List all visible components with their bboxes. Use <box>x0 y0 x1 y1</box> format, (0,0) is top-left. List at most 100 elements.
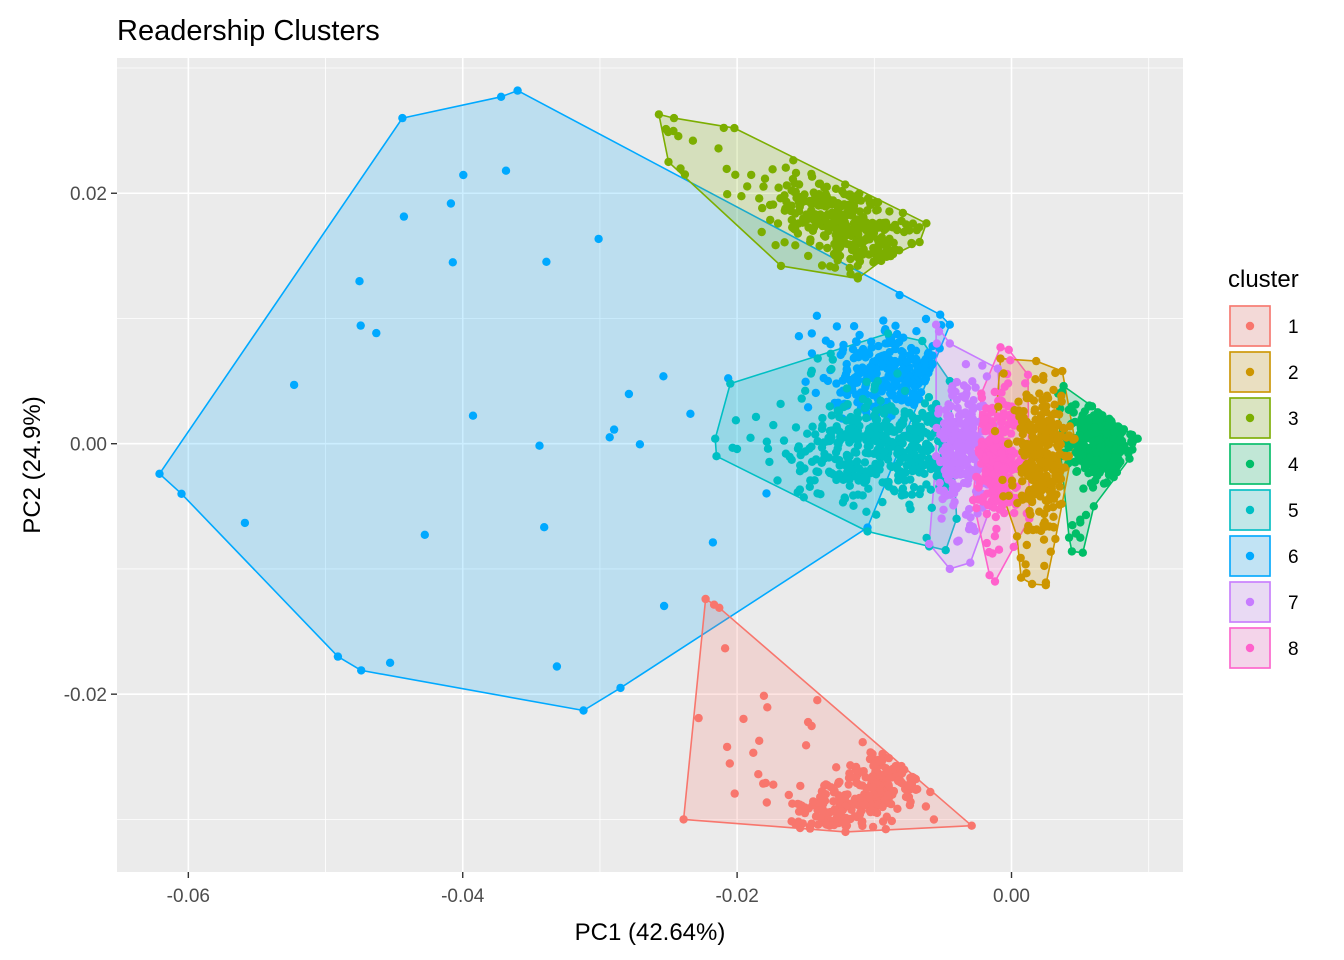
data-point <box>850 447 859 456</box>
data-point <box>841 827 850 837</box>
data-point <box>821 790 830 799</box>
data-point <box>1102 429 1112 438</box>
data-point <box>833 809 842 819</box>
data-point <box>799 214 808 223</box>
data-point <box>1031 375 1040 384</box>
data-point <box>911 354 921 364</box>
data-point <box>868 218 877 228</box>
data-point <box>1099 479 1109 488</box>
data-point <box>749 748 758 757</box>
data-point <box>1004 345 1013 354</box>
data-point <box>990 532 1000 541</box>
data-point <box>834 440 843 449</box>
data-point <box>1071 448 1081 457</box>
data-point <box>356 321 365 330</box>
data-point <box>1023 471 1033 481</box>
legend-label: 5 <box>1288 501 1299 522</box>
data-point <box>895 290 904 300</box>
data-point <box>654 110 664 119</box>
data-point <box>965 521 975 530</box>
data-point <box>811 388 820 398</box>
data-point <box>732 444 742 454</box>
data-point <box>896 470 906 479</box>
data-point <box>961 408 970 417</box>
data-point <box>923 447 932 456</box>
data-point <box>1032 356 1041 366</box>
data-point <box>807 442 816 451</box>
data-point <box>814 179 824 188</box>
data-point <box>852 352 861 361</box>
data-point <box>900 386 910 396</box>
data-point <box>974 448 984 458</box>
legend-title: cluster <box>1228 266 1299 293</box>
data-point <box>886 799 896 809</box>
data-point <box>754 770 763 779</box>
data-point <box>907 239 917 249</box>
data-point <box>983 476 992 485</box>
data-point <box>915 237 924 247</box>
data-point <box>862 377 871 387</box>
data-point <box>902 357 911 366</box>
data-point <box>1049 477 1058 486</box>
data-point <box>897 216 906 226</box>
data-point <box>1056 440 1066 449</box>
data-point <box>855 189 864 198</box>
data-point <box>870 245 879 255</box>
data-point <box>1104 421 1114 431</box>
data-point <box>908 219 918 228</box>
data-point <box>1006 429 1016 438</box>
data-point <box>1041 578 1051 587</box>
data-point <box>1067 547 1077 556</box>
data-point <box>912 427 921 436</box>
data-point <box>1051 534 1060 544</box>
data-point <box>1004 439 1013 448</box>
data-point <box>1077 417 1086 427</box>
data-point <box>1007 476 1017 485</box>
legend-key-point <box>1245 643 1255 653</box>
data-point <box>876 396 885 405</box>
data-point <box>967 821 976 830</box>
data-point <box>765 200 775 210</box>
data-point <box>915 468 924 477</box>
data-point <box>694 713 703 723</box>
data-point <box>1023 370 1033 379</box>
data-point <box>853 408 862 417</box>
data-point <box>659 372 668 381</box>
data-point <box>845 481 854 490</box>
data-point <box>1064 533 1074 542</box>
data-point <box>1084 402 1093 411</box>
data-point <box>1116 445 1125 454</box>
data-point <box>946 449 955 459</box>
data-point <box>795 819 804 828</box>
data-point <box>1017 417 1027 426</box>
data-point <box>1054 410 1064 419</box>
data-point <box>686 409 695 418</box>
data-point <box>701 594 710 604</box>
data-point <box>851 472 860 481</box>
data-point <box>1030 450 1039 460</box>
data-point <box>867 337 876 346</box>
data-point <box>949 458 958 467</box>
data-point <box>730 789 739 798</box>
data-point <box>947 418 956 427</box>
data-point <box>731 416 741 425</box>
data-point <box>762 437 771 446</box>
data-point <box>940 426 949 435</box>
data-point <box>899 333 908 342</box>
data-point <box>892 329 902 339</box>
data-point <box>855 330 864 340</box>
data-point <box>355 277 364 286</box>
data-point <box>773 476 782 485</box>
data-point <box>937 514 946 523</box>
data-point <box>886 251 895 261</box>
data-point <box>1025 393 1035 403</box>
data-point <box>1039 535 1049 544</box>
data-point <box>927 503 936 512</box>
data-point <box>884 753 894 763</box>
data-point <box>1048 503 1058 512</box>
data-point <box>535 441 544 450</box>
data-point <box>1128 445 1137 454</box>
data-point <box>870 412 879 421</box>
data-point <box>459 170 468 180</box>
